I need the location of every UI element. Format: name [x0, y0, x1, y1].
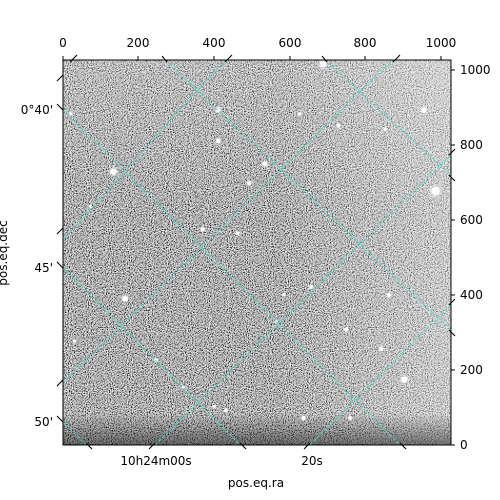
- top-tick-label: 200: [127, 36, 150, 50]
- dec-grid-line: [63, 109, 401, 445]
- right-tick-label: 200: [460, 363, 483, 377]
- dec-tick-label: 45': [34, 261, 53, 275]
- dec-tick: [399, 442, 407, 450]
- ra-tick-labels: 10h24m00s 20s: [120, 454, 322, 468]
- right-tick-labels: 0 200 400 600 800 1000: [460, 63, 491, 452]
- dec-tick: [56, 261, 64, 269]
- star: [401, 376, 408, 383]
- coordinate-grid: [63, 60, 451, 445]
- star: [262, 161, 268, 167]
- right-tick-label: 1000: [460, 63, 491, 77]
- star: [282, 293, 286, 297]
- dec-grid-line: [63, 421, 87, 445]
- star: [224, 408, 228, 413]
- right-tick-label: 600: [460, 213, 483, 227]
- ra-tick: [224, 54, 233, 63]
- star: [181, 385, 185, 389]
- dec-tick: [239, 442, 247, 450]
- right-tick-label: 800: [460, 138, 483, 152]
- star: [348, 416, 352, 420]
- top-pixel-axis: [62, 56, 442, 60]
- ra-tick: [69, 54, 78, 63]
- ra-tick: [148, 442, 156, 450]
- star: [110, 168, 117, 175]
- ra-tick-label: 20s: [301, 454, 323, 468]
- star: [319, 60, 327, 68]
- ra-tick: [448, 298, 456, 306]
- ra-tick-label: 10h24m00s: [120, 454, 191, 468]
- star: [88, 204, 92, 208]
- star: [298, 112, 302, 116]
- top-tick-label: 400: [203, 36, 226, 50]
- dec-tick-labels: 0°40' 45' 50': [21, 103, 53, 429]
- star: [383, 127, 387, 131]
- plot-frame: [62, 59, 452, 446]
- ra-tick: [392, 54, 401, 63]
- ra-tick: [448, 148, 456, 156]
- star: [421, 107, 427, 113]
- top-tick-label: 0: [59, 36, 67, 50]
- dec-grid-line: [164, 60, 451, 331]
- plot-area: [62, 59, 452, 446]
- star: [216, 138, 221, 144]
- dec-tick-label: 50': [34, 415, 53, 429]
- dec-grid-line: [63, 267, 241, 445]
- dec-tick: [56, 415, 64, 423]
- top-tick-label: 800: [354, 36, 377, 50]
- dec-tick: [56, 103, 64, 111]
- star: [212, 404, 216, 409]
- star: [379, 346, 384, 351]
- star: [336, 123, 341, 128]
- stars: [68, 60, 443, 422]
- star: [344, 327, 349, 332]
- top-tick-label: 600: [279, 36, 302, 50]
- ra-grid-line: [63, 60, 226, 241]
- dec-tick-label: 0°40': [21, 103, 53, 117]
- ra-grid-line: [309, 304, 451, 445]
- y-axis-title: pos.eq.dec: [0, 220, 10, 285]
- star: [69, 112, 73, 116]
- dec-tick: [321, 55, 328, 63]
- ra-tick: [56, 379, 64, 387]
- star: [154, 358, 158, 363]
- dec-tick: [161, 55, 168, 63]
- right-pixel-axis: [451, 69, 455, 446]
- star: [431, 186, 440, 196]
- ra-grid-line: [154, 154, 451, 445]
- star: [301, 415, 306, 421]
- star: [73, 339, 77, 343]
- x-axis-title: pos.eq.ra: [228, 476, 284, 490]
- star: [247, 181, 252, 186]
- ra-tick: [56, 227, 64, 235]
- world-axis-ticks: [56, 54, 456, 450]
- top-tick-label: 1000: [426, 36, 457, 50]
- dec-tick: [85, 442, 93, 450]
- ra-tick: [303, 442, 311, 450]
- star: [200, 227, 205, 232]
- dec-grid-line: [324, 60, 451, 176]
- ra-grid-line: [63, 60, 394, 384]
- ra-tick: [56, 74, 64, 82]
- star: [309, 285, 314, 290]
- dec-tick: [448, 174, 456, 182]
- image-shade-bottom: [63, 60, 451, 445]
- right-tick-label: 400: [460, 288, 483, 302]
- top-tick-labels: 0 200 400 600 800 1000: [59, 36, 456, 50]
- right-tick-label: 0: [460, 438, 468, 452]
- star: [122, 295, 128, 302]
- dec-tick: [448, 329, 456, 337]
- star: [235, 231, 240, 236]
- star: [386, 292, 391, 297]
